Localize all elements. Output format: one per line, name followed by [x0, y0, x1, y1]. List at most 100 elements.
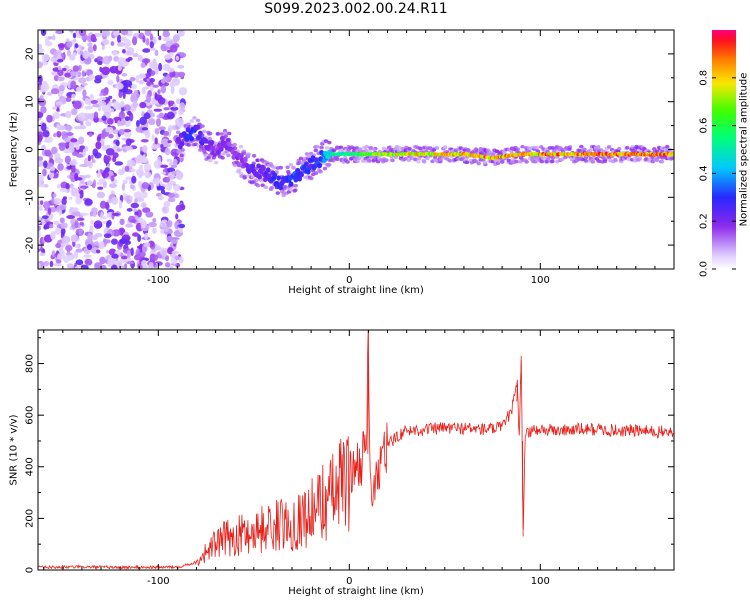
noise-blob: [42, 130, 50, 138]
noise-blob: [140, 62, 146, 69]
snr-spike: [367, 329, 369, 454]
noise-blob: [38, 48, 45, 54]
noise-blob: [158, 62, 163, 72]
noise-blob: [72, 65, 80, 72]
noise-blob: [75, 259, 84, 266]
ridge-halo: [406, 158, 412, 162]
spectrogram: [38, 30, 674, 269]
bottom-xtick-label: 100: [531, 576, 550, 587]
ridge-halo: [220, 156, 225, 160]
ridge-point: [189, 136, 195, 142]
ridge-point: [218, 146, 224, 152]
noise-blob: [129, 77, 136, 82]
ridge-halo: [327, 162, 332, 167]
noise-blob: [99, 92, 103, 97]
ridge-halo: [213, 160, 219, 165]
noise-blob: [154, 245, 162, 251]
noise-blob: [161, 219, 168, 223]
ridge-halo: [539, 159, 545, 164]
noise-blob: [105, 250, 110, 254]
noise-blob: [152, 84, 159, 88]
noise-blob: [62, 67, 67, 72]
noise-blob: [65, 110, 72, 119]
noise-blob: [174, 255, 180, 261]
noise-blob: [38, 225, 41, 231]
ridge-point: [293, 177, 299, 183]
colorbar-tick-label: 0.2: [699, 213, 710, 229]
ridge-halo: [323, 139, 329, 143]
noise-blob: [136, 209, 142, 218]
noise-blob: [68, 255, 72, 261]
ridge-halo: [659, 159, 665, 164]
noise-blob: [60, 131, 68, 137]
noise-blob: [61, 235, 71, 244]
noise-blob: [90, 154, 94, 160]
ridge-halo: [309, 176, 314, 181]
noise-blob: [123, 130, 132, 138]
ridge-halo: [401, 157, 407, 162]
ridge-halo: [520, 144, 525, 149]
ridge-halo: [263, 185, 269, 189]
noise-blob: [112, 50, 118, 56]
noise-blob: [107, 117, 114, 125]
noise-blob: [101, 66, 111, 76]
noise-blob: [115, 140, 120, 147]
ridge-point: [295, 167, 301, 174]
noise-blob: [116, 74, 120, 83]
ridge-halo: [416, 159, 421, 164]
ridge-halo: [425, 156, 430, 161]
noise-blob: [149, 33, 154, 41]
noise-blob: [110, 41, 115, 46]
noise-blob: [178, 109, 184, 116]
ridge-halo: [226, 153, 231, 158]
ridge-halo: [186, 143, 192, 147]
noise-blob: [99, 200, 107, 209]
noise-blob: [158, 126, 166, 131]
noise-blob: [68, 196, 73, 201]
noise-blob: [58, 209, 63, 216]
bottom-ylabel: SNR (10 * v/v): [9, 414, 20, 485]
noise-blob: [163, 200, 171, 208]
noise-blob: [158, 112, 165, 118]
noise-blob: [90, 219, 94, 225]
noise-blob: [77, 44, 82, 49]
noise-blob: [114, 161, 124, 166]
ridge-halo: [390, 158, 395, 163]
ridge-halo: [275, 191, 281, 195]
noise-blob: [54, 227, 61, 235]
bottom-ytick-label: 200: [25, 509, 36, 528]
ridge-halo: [464, 160, 470, 165]
noise-blob: [38, 242, 41, 249]
noise-blob: [142, 145, 148, 153]
colorbar-tick-label: 0.6: [699, 118, 710, 134]
bottom-ytick-label: 800: [25, 354, 36, 373]
ridge-halo: [203, 153, 208, 158]
noise-blob: [118, 111, 126, 120]
ridge-halo: [637, 157, 643, 161]
noise-blob: [76, 86, 85, 90]
noise-blob: [150, 70, 156, 76]
noise-blob: [177, 71, 186, 78]
noise-blob: [121, 61, 130, 66]
ridge-point: [317, 162, 323, 169]
noise-blob: [175, 98, 181, 105]
ridge-halo: [431, 148, 437, 152]
ridge-halo: [242, 174, 247, 179]
noise-blob: [89, 94, 94, 101]
noise-blob: [154, 127, 160, 135]
noise-blob: [141, 190, 148, 199]
noise-blob: [144, 232, 149, 241]
noise-blob: [170, 239, 178, 245]
ridge-halo: [442, 145, 448, 150]
noise-blob: [164, 54, 172, 60]
noise-blob: [74, 220, 79, 229]
ridge-halo: [466, 148, 471, 153]
noise-blob: [137, 54, 144, 62]
noise-blob: [164, 255, 170, 262]
noise-blob: [137, 234, 142, 243]
noise-blob: [139, 101, 147, 109]
noise-blob: [89, 53, 95, 60]
noise-blob: [66, 215, 76, 220]
ridge-halo: [272, 165, 277, 170]
snr-line: [37, 329, 674, 571]
